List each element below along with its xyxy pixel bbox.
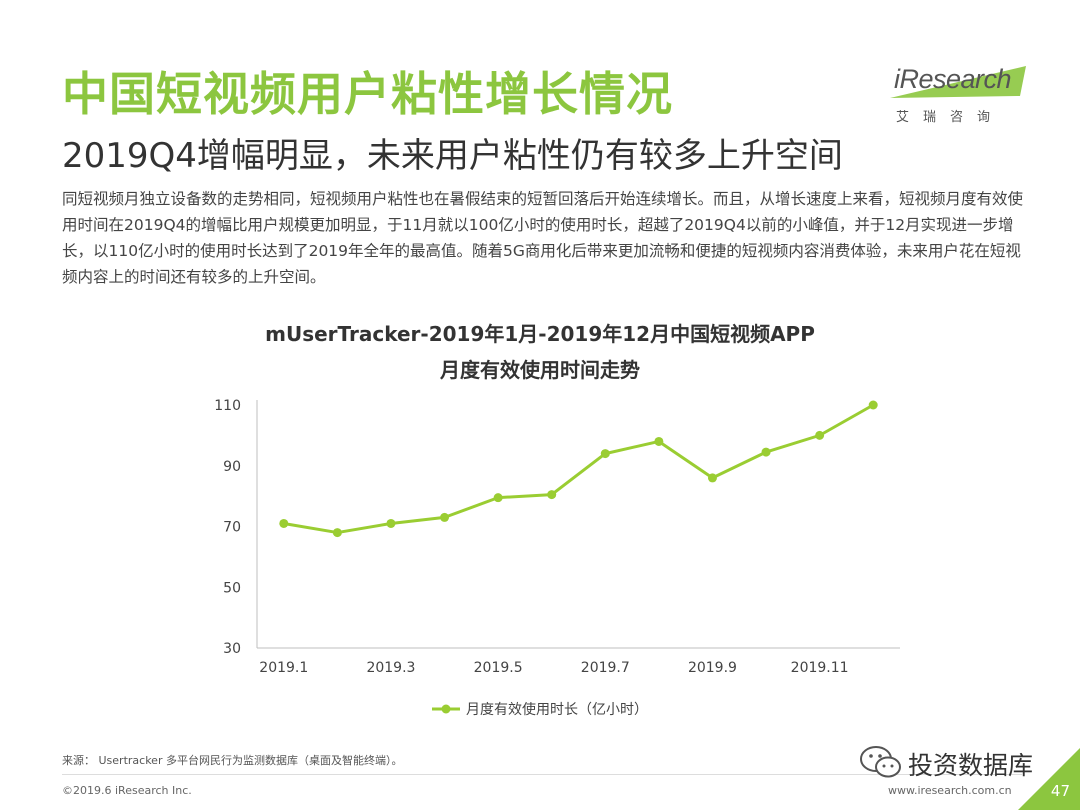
data-point [600,449,610,459]
footer-divider [62,774,1022,775]
data-point [547,490,557,500]
data-point [761,447,771,457]
wechat-icon [860,746,901,778]
data-point [707,473,717,483]
page-subtitle: 2019Q4增幅明显，未来用户粘性仍有较多上升空间 [62,136,843,176]
line-chart: 30 50 70 90 110 2019.1 2019.3 2019.5 2019.7 2019.… [214,398,900,718]
legend-label: 月度有效使用时长（亿小时） [466,701,648,718]
y-tick-label: 110 [214,398,241,414]
source-note: 来源： Usertracker 多平台网民行为监测数据库（桌面及智能终端）。 [62,754,403,767]
x-tick-label: 2019.1 [259,660,308,676]
x-tick-label: 2019.9 [688,660,737,676]
y-tick-label: 30 [223,641,241,657]
data-point [868,400,878,410]
x-tick-label: 2019.3 [366,660,415,676]
x-tick-label: 2019.7 [581,660,630,676]
data-point [654,436,664,446]
legend-marker [441,704,451,714]
data-point [279,518,289,528]
logo-swoosh-icon [890,66,1026,98]
data-point [440,512,450,522]
y-tick-label: 50 [223,580,241,596]
copyright-text: ©2019.6 iResearch Inc. [62,784,192,797]
page-number: 47 [1050,782,1070,800]
x-tick-label: 2019.11 [791,660,849,676]
chart-title: mUserTracker-2019年1月-2019年12月中国短视频APP [265,322,815,346]
description-paragraph: 同短视频月独立设备数的走势相同，短视频用户粘性也在暑假结束的短暂回落后开始连续增… [62,190,1024,286]
x-tick-label: 2019.5 [474,660,523,676]
logo-chinese-text: 艾瑞咨询 [896,110,1005,125]
data-point [332,528,342,538]
iresearch-logo: iResearch 艾瑞咨询 [888,60,1038,125]
chart-subtitle: 月度有效使用时间走势 [440,358,640,382]
data-point [815,430,825,440]
wechat-watermark: 投资数据库 [858,742,1048,782]
watermark-text: 投资数据库 [908,751,1034,780]
data-point [493,493,503,503]
page-title: 中国短视频用户粘性增长情况 [62,67,673,121]
site-url: www.iresearch.com.cn [888,784,1012,797]
y-tick-label: 90 [223,459,241,475]
data-point [386,518,396,528]
series-line [283,403,874,535]
page-corner-triangle [1018,748,1080,810]
y-tick-label: 70 [223,520,241,536]
logo-brand-text: iResearch [894,64,1012,94]
